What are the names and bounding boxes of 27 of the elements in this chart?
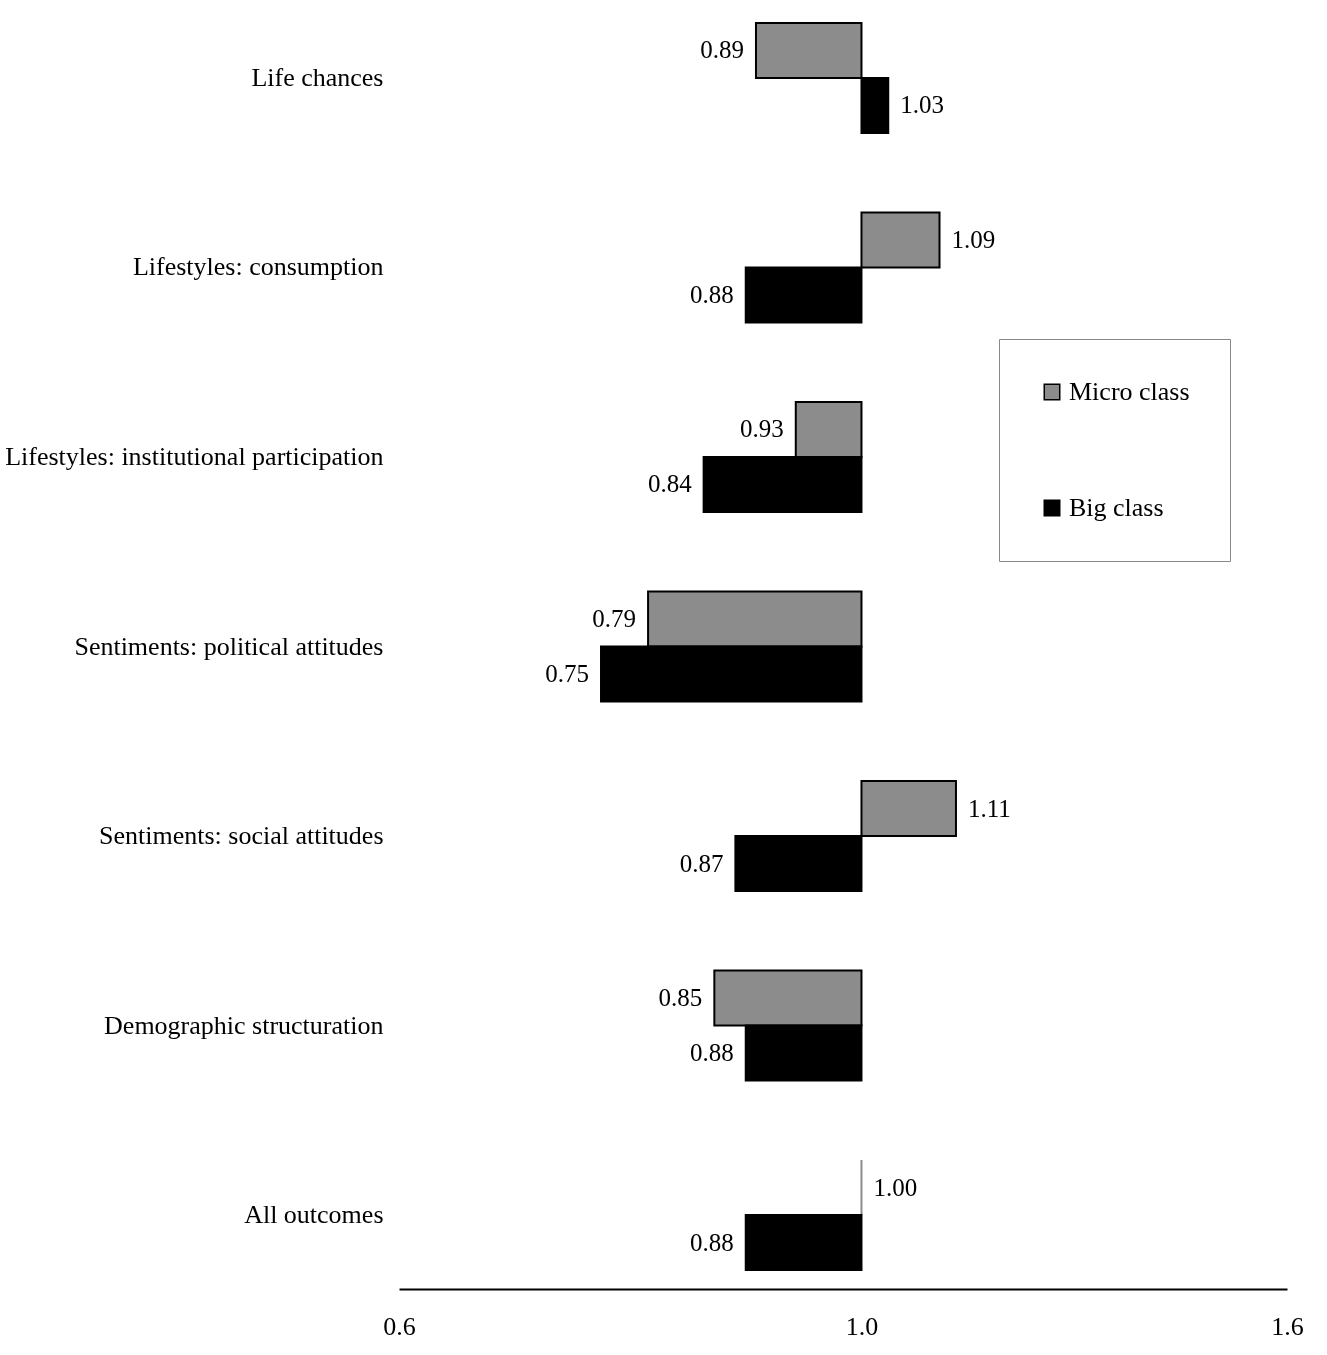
data-label: 0.88 bbox=[689, 280, 734, 308]
y-tick-label: Demographic structuration bbox=[104, 1010, 384, 1040]
data-label: 0.79 bbox=[592, 605, 637, 633]
legend-label: Micro class bbox=[1069, 377, 1190, 406]
x-tick-label: 1.0 bbox=[845, 1311, 879, 1341]
x-tick-label: 0.6 bbox=[383, 1311, 416, 1341]
legend-label: Big class bbox=[1069, 493, 1164, 522]
data-label: 0.85 bbox=[658, 984, 703, 1012]
data-label: 0.84 bbox=[647, 470, 693, 498]
y-tick-label: Lifestyles: institutional participation bbox=[5, 441, 384, 471]
data-label: 1.00 bbox=[873, 1173, 918, 1201]
data-label: 1.11 bbox=[967, 794, 1011, 822]
data-label: 0.87 bbox=[679, 849, 724, 877]
data-label: 0.93 bbox=[740, 415, 784, 443]
data-label: 0.75 bbox=[545, 659, 590, 687]
data-label: 0.88 bbox=[689, 1039, 734, 1067]
data-label: 1.03 bbox=[900, 91, 944, 119]
y-tick-label: Life chances bbox=[251, 62, 384, 92]
bar bbox=[744, 1214, 863, 1272]
y-tick-label: Sentiments: social attitudes bbox=[98, 821, 384, 851]
y-tick-label: Sentiments: political attitudes bbox=[74, 631, 384, 661]
x-tick-label: 1.6 bbox=[1271, 1311, 1304, 1341]
y-tick-label: Lifestyles: consumption bbox=[132, 252, 384, 282]
data-label: 0.88 bbox=[689, 1228, 734, 1256]
data-label: 0.89 bbox=[700, 36, 744, 64]
data-label: 1.09 bbox=[951, 225, 996, 253]
y-tick-label: All outcomes bbox=[244, 1200, 384, 1230]
